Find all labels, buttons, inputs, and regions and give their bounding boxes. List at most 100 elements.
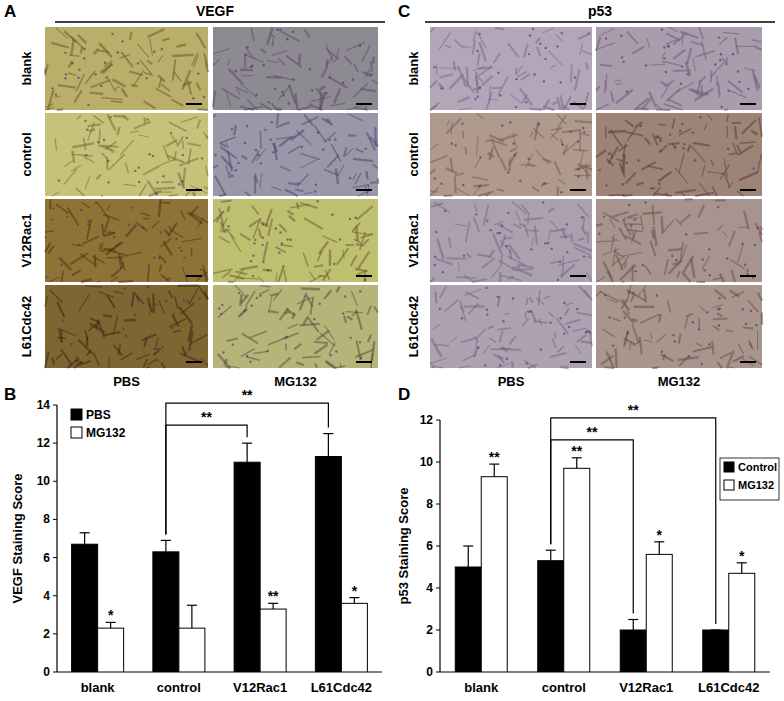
tissue-texture: [98, 146, 118, 147]
tissue-texture: [430, 144, 439, 150]
nucleus: [64, 77, 66, 79]
tissue-texture: [144, 337, 147, 347]
micrograph-bg: [45, 285, 208, 368]
tissue-texture: [91, 80, 111, 88]
panel-letter: A: [4, 2, 16, 21]
nucleus: [244, 309, 246, 311]
tissue-texture: [431, 103, 439, 110]
tissue-texture: [324, 290, 331, 299]
tissue-texture: [134, 122, 151, 129]
tissue-texture: [577, 164, 592, 170]
y-tick-label: 4: [426, 581, 433, 595]
nucleus: [639, 125, 641, 127]
tissue-texture: [509, 93, 521, 103]
tissue-texture: [681, 193, 685, 196]
nucleus: [275, 227, 277, 229]
tissue-texture: [584, 290, 592, 300]
tissue-texture: [577, 204, 589, 218]
tissue-texture: [226, 142, 228, 148]
tissue-texture: [50, 290, 63, 302]
nucleus: [474, 98, 476, 100]
nucleus: [314, 190, 316, 192]
tissue-texture: [130, 32, 132, 41]
tissue-texture: [194, 55, 199, 67]
scale-bar: [570, 103, 586, 105]
nucleus: [630, 224, 632, 226]
nucleus: [200, 268, 202, 270]
tissue-texture: [54, 96, 60, 97]
tissue-texture: [281, 31, 299, 41]
micrograph: [213, 285, 378, 368]
tissue-texture: [758, 293, 762, 301]
tissue-texture: [204, 187, 208, 189]
nucleus: [279, 29, 281, 31]
tissue-texture: [188, 149, 191, 165]
nucleus: [249, 361, 251, 363]
tissue-texture: [455, 187, 470, 196]
tissue-texture: [492, 87, 502, 90]
tissue-texture: [582, 51, 592, 55]
error-stem: [576, 458, 577, 469]
error-bar: [628, 620, 638, 631]
nucleus: [608, 316, 610, 318]
tissue-texture: [191, 213, 208, 223]
nucleus: [692, 131, 694, 133]
nucleus: [439, 308, 441, 310]
tissue-texture: [367, 133, 375, 151]
nucleus: [533, 73, 535, 75]
nucleus: [501, 124, 503, 126]
tissue-texture: [81, 279, 92, 282]
tissue-texture: [650, 241, 655, 256]
nucleus: [311, 89, 313, 91]
error-bar: [737, 563, 747, 574]
figure: AVEGFblankcontrolV12Rac1L61Cdc42PBSMG132…: [0, 0, 784, 701]
tissue-texture: [156, 337, 158, 348]
tissue-texture: [715, 199, 726, 201]
bar: [98, 628, 124, 672]
tissue-texture: [159, 79, 162, 88]
row-label: blank: [19, 51, 34, 86]
bracket-label: **: [242, 387, 253, 403]
nucleus: [95, 73, 97, 75]
nucleus: [263, 64, 265, 66]
tissue-texture: [691, 146, 705, 162]
nucleus: [475, 213, 477, 215]
nucleus: [318, 303, 320, 305]
nucleus: [238, 292, 240, 294]
tissue-texture: [219, 195, 226, 196]
tissue-texture: [366, 69, 370, 77]
nucleus: [166, 278, 168, 280]
bar: [564, 468, 590, 672]
nucleus: [506, 358, 508, 360]
error-stem: [468, 546, 469, 567]
tissue-texture: [72, 143, 94, 147]
nucleus: [540, 348, 542, 350]
tissue-texture: [463, 131, 464, 138]
tissue-texture: [72, 154, 93, 156]
tissue-texture: [586, 273, 592, 282]
nucleus: [258, 154, 260, 156]
tissue-texture: [249, 331, 267, 338]
tissue-texture: [673, 50, 685, 59]
nucleus: [221, 304, 223, 306]
tissue-texture: [581, 227, 586, 235]
tissue-texture: [90, 93, 103, 94]
nucleus: [754, 244, 756, 246]
y-axis-label: VEGF Staining Score: [10, 473, 25, 603]
nucleus: [137, 62, 139, 64]
tissue-texture: [614, 251, 624, 258]
tissue-texture: [300, 160, 316, 169]
nucleus: [250, 66, 252, 68]
nucleus: [162, 175, 164, 177]
nucleus: [106, 76, 108, 78]
y-tick: [436, 630, 440, 631]
tissue-texture: [549, 229, 550, 239]
nucleus: [335, 350, 337, 352]
row-label: V12Rac1: [19, 213, 34, 267]
legend-label: MG132: [738, 479, 774, 491]
nucleus: [515, 106, 517, 108]
tissue-texture: [213, 59, 220, 66]
nucleus: [450, 142, 452, 144]
tissue-texture: [661, 354, 674, 361]
tissue-texture: [268, 219, 272, 236]
